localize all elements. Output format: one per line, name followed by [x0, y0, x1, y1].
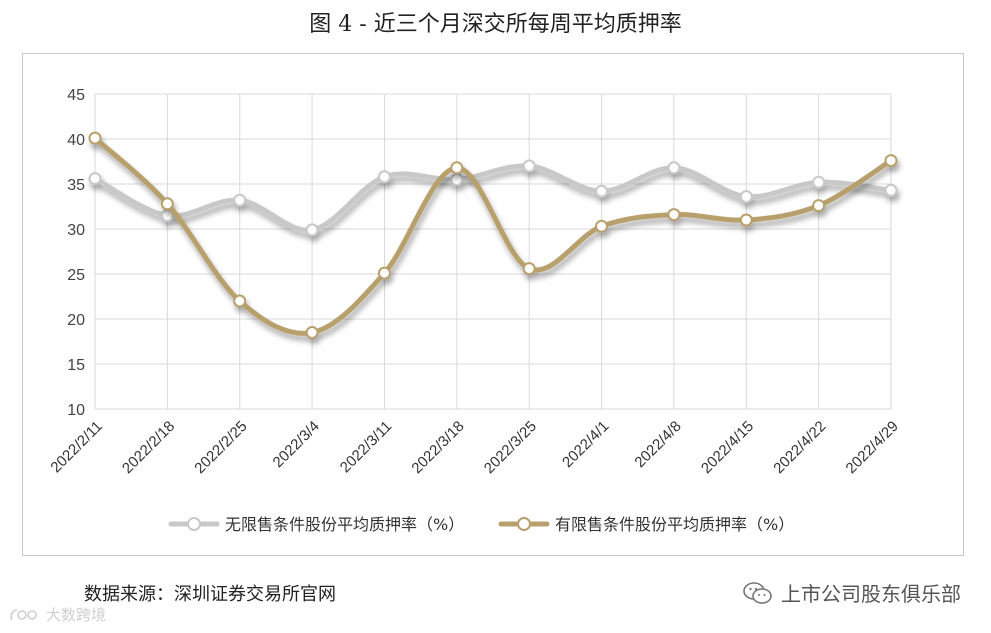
x-tick-label: 2022/3/25: [481, 418, 540, 477]
series-line: [92, 135, 894, 336]
data-point: [884, 183, 898, 197]
x-tick-label: 2022/4/1: [559, 418, 612, 471]
x-tick-label: 2022/3/11: [337, 418, 395, 476]
grid: [94, 93, 892, 410]
data-point: [377, 170, 391, 184]
data-point: [522, 262, 536, 276]
legend-swatch-marker: [517, 517, 531, 531]
x-tick-label: 2022/3/4: [270, 418, 323, 471]
y-tick-label: 15: [67, 357, 85, 374]
data-point: [305, 223, 319, 237]
watermark-text: 大数跨境: [46, 606, 107, 624]
legend-item-1: 无限售条件股份平均质押率（%）: [168, 515, 464, 534]
wechat-account: 上市公司股东俱乐部: [743, 578, 961, 607]
watermark: 大数跨境: [8, 604, 106, 625]
x-tick-label: 2022/4/8: [631, 418, 684, 471]
legend-item-2: 有限售条件股份平均质押率（%）: [498, 515, 794, 534]
chart-container: 10 15 20 25 30 35 40 45 2022/2/11 2022/2/18 2022/…: [22, 53, 964, 556]
data-point: [450, 161, 464, 175]
y-axis-ticks: 10 15 20 25 30 35 40 45: [67, 87, 85, 419]
data-point: [160, 197, 174, 211]
legend: 无限售条件股份平均质押率（%） 有限售条件股份平均质押率（%）: [168, 515, 794, 534]
series-1: [88, 159, 898, 237]
data-point: [595, 184, 609, 198]
data-point: [450, 173, 464, 186]
data-point: [88, 131, 102, 145]
series-line: [92, 163, 894, 233]
y-tick-label: 35: [67, 177, 85, 194]
wechat-account-name: 上市公司股东俱乐部: [781, 582, 961, 606]
data-point: [884, 154, 898, 168]
figure-title: 图 4 - 近三个月深交所每周平均质押率: [309, 12, 682, 37]
y-tick-label: 30: [67, 222, 85, 239]
data-point: [522, 159, 536, 173]
watermark-logo-icon: [10, 608, 37, 620]
x-tick-label: 2022/4/29: [843, 418, 902, 477]
data-point: [739, 190, 753, 204]
x-tick-label: 2022/4/15: [698, 418, 757, 477]
data-point: [739, 213, 753, 227]
legend-label: 无限售条件股份平均质押率（%）: [225, 515, 464, 534]
data-point: [812, 199, 826, 213]
y-tick-label: 20: [67, 312, 85, 329]
y-tick-label: 40: [67, 132, 85, 149]
data-point: [667, 208, 681, 222]
data-point: [377, 266, 391, 280]
data-point: [595, 219, 609, 233]
data-point: [233, 193, 247, 207]
data-point: [305, 326, 319, 339]
x-axis-ticks: 2022/2/11 2022/2/18 2022/2/25 2022/3/4 2022/…: [47, 418, 901, 477]
data-source-note: 数据来源：深圳证券交易所官网: [84, 584, 336, 605]
x-tick-label: 2022/3/18: [408, 418, 467, 477]
y-tick-label: 10: [67, 402, 85, 419]
data-point: [88, 172, 102, 186]
wechat-icon: [743, 581, 772, 604]
series-2: [88, 131, 898, 339]
data-point: [812, 175, 826, 189]
series: [88, 131, 898, 339]
x-tick-label: 2022/2/18: [119, 418, 178, 477]
data-point: [667, 161, 681, 175]
legend-label: 有限售条件股份平均质押率（%）: [555, 515, 794, 534]
data-point: [233, 294, 247, 308]
y-tick-label: 45: [67, 87, 85, 104]
x-tick-label: 2022/4/22: [770, 418, 829, 477]
y-tick-label: 25: [67, 267, 85, 284]
x-tick-label: 2022/2/25: [191, 418, 250, 477]
x-tick-label: 2022/2/11: [47, 418, 105, 476]
legend-swatch-marker: [187, 517, 201, 531]
